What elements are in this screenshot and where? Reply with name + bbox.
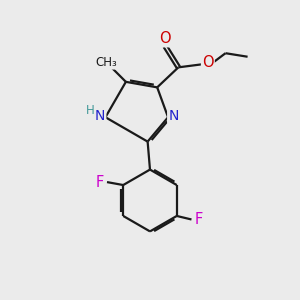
Text: O: O <box>159 31 170 46</box>
Text: CH₃: CH₃ <box>95 56 117 69</box>
Text: N: N <box>168 109 178 123</box>
Text: N: N <box>95 109 105 123</box>
Text: O: O <box>202 56 214 70</box>
Text: F: F <box>195 212 203 227</box>
Text: H: H <box>86 104 94 117</box>
Text: F: F <box>95 175 104 190</box>
